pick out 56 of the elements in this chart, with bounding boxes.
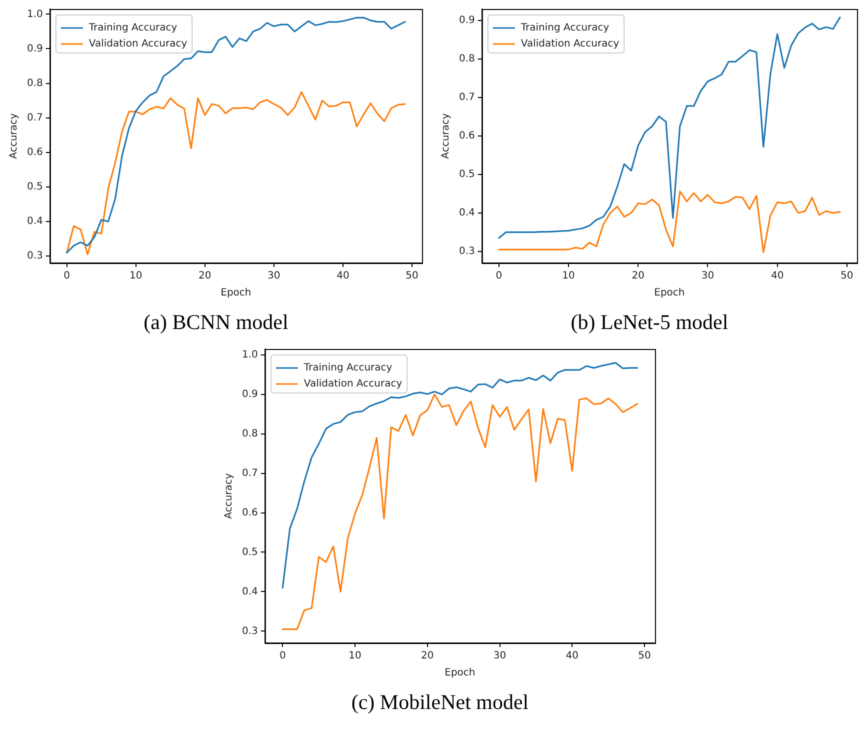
x-tick-label: 10 — [348, 650, 362, 662]
y-tick-label: 0.7 — [458, 92, 475, 104]
y-tick-label: 1.0 — [242, 350, 258, 361]
y-tick-label: 0.4 — [26, 216, 43, 228]
y-tick-label: 0.6 — [26, 147, 43, 158]
x-axis-title: Epoch — [654, 288, 685, 299]
y-tick-label: 0.4 — [458, 208, 475, 219]
x-axis-title: Epoch — [444, 668, 476, 679]
x-tick-label: 50 — [840, 270, 854, 282]
y-tick-label: 0.6 — [458, 130, 475, 142]
text: (b) LeNet-5 model — [570, 310, 730, 335]
y-tick-label: 0.6 — [242, 507, 258, 518]
text: (c) MobileNet model — [350, 690, 530, 715]
y-tick-label: 0.5 — [242, 546, 258, 558]
y-axis-title: Accuracy — [440, 113, 452, 159]
legend-label: Training Accuracy — [520, 22, 610, 34]
x-tick-label: 40 — [770, 270, 784, 282]
y-tick-label: 0.3 — [242, 626, 258, 637]
x-tick-label: 10 — [129, 270, 142, 282]
legend-label: Validation Accuracy — [88, 38, 188, 50]
x-tick-label: 50 — [406, 270, 418, 282]
y-tick-label: 0.7 — [242, 468, 258, 479]
y-axis-title: Accuracy — [224, 473, 235, 519]
y-tick-label: 0.5 — [26, 182, 43, 193]
x-tick-label: 0 — [496, 270, 502, 282]
x-tick-label: 50 — [638, 650, 651, 662]
y-tick-label: 0.9 — [458, 15, 475, 26]
y-axis-title: Accuracy — [8, 113, 20, 159]
x-tick-label: 30 — [701, 270, 714, 282]
y-tick-label: 0.9 — [242, 388, 258, 400]
y-tick-label: 0.8 — [458, 54, 475, 65]
x-tick-label: 10 — [562, 270, 575, 282]
y-tick-label: 0.8 — [242, 428, 258, 440]
x-axis-title: Epoch — [220, 288, 252, 299]
x-tick-label: 0 — [64, 270, 70, 282]
legend-label: Training Accuracy — [302, 362, 392, 374]
y-tick-label: 0.5 — [458, 169, 475, 180]
y-tick-label: 0.3 — [26, 250, 43, 262]
x-tick-label: 0 — [279, 650, 286, 662]
y-tick-label: 0.8 — [26, 78, 43, 89]
y-tick-label: 1.0 — [26, 8, 43, 20]
x-tick-label: 40 — [336, 270, 350, 282]
legend-label: Validation Accuracy — [520, 38, 620, 50]
text: (a) BCNN model — [142, 310, 290, 335]
y-tick-label: 0.4 — [242, 586, 258, 598]
x-tick-label: 40 — [566, 650, 578, 662]
legend-label: Validation Accuracy — [304, 378, 402, 390]
x-tick-label: 30 — [493, 650, 506, 662]
x-tick-label: 20 — [198, 270, 212, 282]
x-tick-label: 30 — [268, 270, 280, 282]
x-tick-label: 20 — [632, 270, 645, 282]
legend-label: Training Accuracy — [88, 22, 178, 34]
y-tick-label: 0.7 — [26, 112, 43, 124]
y-tick-label: 0.3 — [458, 246, 475, 258]
x-tick-label: 20 — [421, 650, 434, 662]
y-tick-label: 0.9 — [26, 43, 43, 54]
